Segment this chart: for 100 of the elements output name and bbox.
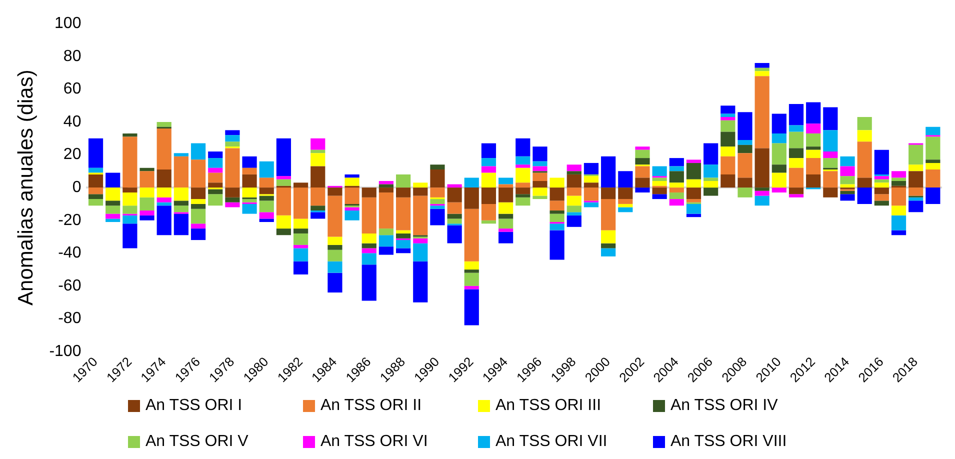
bar — [122, 192, 138, 206]
bar — [806, 124, 821, 134]
bar — [652, 194, 667, 200]
legend-label: An TSS ORI V — [146, 433, 248, 451]
bar — [464, 270, 479, 273]
bar — [840, 194, 855, 201]
bar — [225, 197, 240, 202]
bar — [430, 170, 445, 188]
bar — [772, 143, 786, 165]
bar — [891, 188, 906, 206]
bar — [550, 188, 564, 201]
bar — [686, 188, 702, 200]
bar — [840, 166, 855, 176]
bar — [464, 289, 479, 326]
bar — [601, 199, 616, 230]
bar — [788, 148, 804, 158]
bar — [293, 228, 308, 234]
bar — [498, 178, 514, 184]
bar — [754, 188, 770, 191]
bar — [635, 188, 650, 192]
bar — [413, 196, 428, 236]
bar — [738, 144, 752, 154]
bar — [652, 178, 667, 181]
bar — [88, 199, 104, 206]
bar — [242, 174, 257, 188]
bar — [122, 224, 138, 248]
bar — [566, 196, 582, 206]
legend-label: An TSS ORI VI — [320, 433, 428, 451]
bar — [566, 174, 582, 188]
bar — [140, 168, 154, 172]
bar — [413, 238, 428, 244]
bar — [669, 158, 684, 166]
bar — [669, 199, 684, 206]
bar — [498, 202, 514, 214]
bar — [754, 148, 770, 188]
bar — [190, 143, 206, 160]
bar — [652, 166, 667, 176]
bar — [464, 208, 479, 262]
legend-label: An TSS ORI I — [146, 397, 242, 415]
bar — [532, 146, 548, 162]
bar — [208, 168, 223, 173]
bar — [276, 215, 292, 229]
bar — [686, 160, 702, 163]
bar — [550, 178, 564, 188]
bar — [225, 202, 240, 208]
bar — [122, 206, 138, 214]
bar — [823, 151, 838, 158]
y-tick-label: 80 — [63, 48, 82, 65]
bar — [704, 164, 718, 178]
bar — [601, 248, 616, 256]
bar — [566, 206, 582, 212]
bar — [276, 138, 292, 176]
bar — [926, 162, 940, 170]
bar — [344, 207, 360, 211]
bar — [396, 230, 411, 234]
bar — [857, 188, 872, 204]
y-tick-label: -60 — [58, 277, 82, 294]
bar — [106, 200, 120, 206]
bar — [276, 179, 292, 186]
y-tick-label: -20 — [58, 212, 82, 229]
bar — [516, 194, 530, 198]
bar — [891, 230, 906, 236]
bar — [190, 160, 206, 188]
bar — [396, 240, 411, 248]
bar — [344, 174, 360, 178]
bar — [772, 172, 786, 188]
bar — [720, 174, 736, 188]
bar — [106, 214, 120, 219]
bar — [772, 188, 786, 192]
bar — [156, 197, 172, 202]
bar — [704, 188, 718, 196]
bar — [225, 142, 240, 147]
bar — [156, 170, 172, 188]
bar — [618, 207, 633, 212]
bar — [140, 188, 154, 198]
bar — [840, 156, 855, 166]
y-tick-label: -40 — [58, 244, 82, 262]
bar — [516, 182, 530, 188]
bar — [823, 130, 838, 152]
bar — [276, 228, 292, 236]
bar — [772, 114, 786, 134]
bar — [857, 178, 872, 188]
bar — [464, 178, 479, 188]
bar — [806, 133, 821, 147]
bar — [720, 156, 736, 174]
bar — [532, 161, 548, 166]
bar — [328, 272, 342, 292]
bar — [926, 160, 940, 163]
bar — [926, 188, 940, 204]
bar — [908, 197, 924, 201]
bar — [106, 172, 120, 188]
bar — [328, 250, 342, 262]
bar — [516, 138, 530, 156]
bar — [788, 168, 804, 188]
bar — [874, 176, 889, 180]
bar — [618, 188, 633, 200]
bar — [259, 161, 274, 178]
bar — [413, 261, 428, 302]
bar — [293, 218, 308, 229]
bar — [88, 188, 104, 194]
